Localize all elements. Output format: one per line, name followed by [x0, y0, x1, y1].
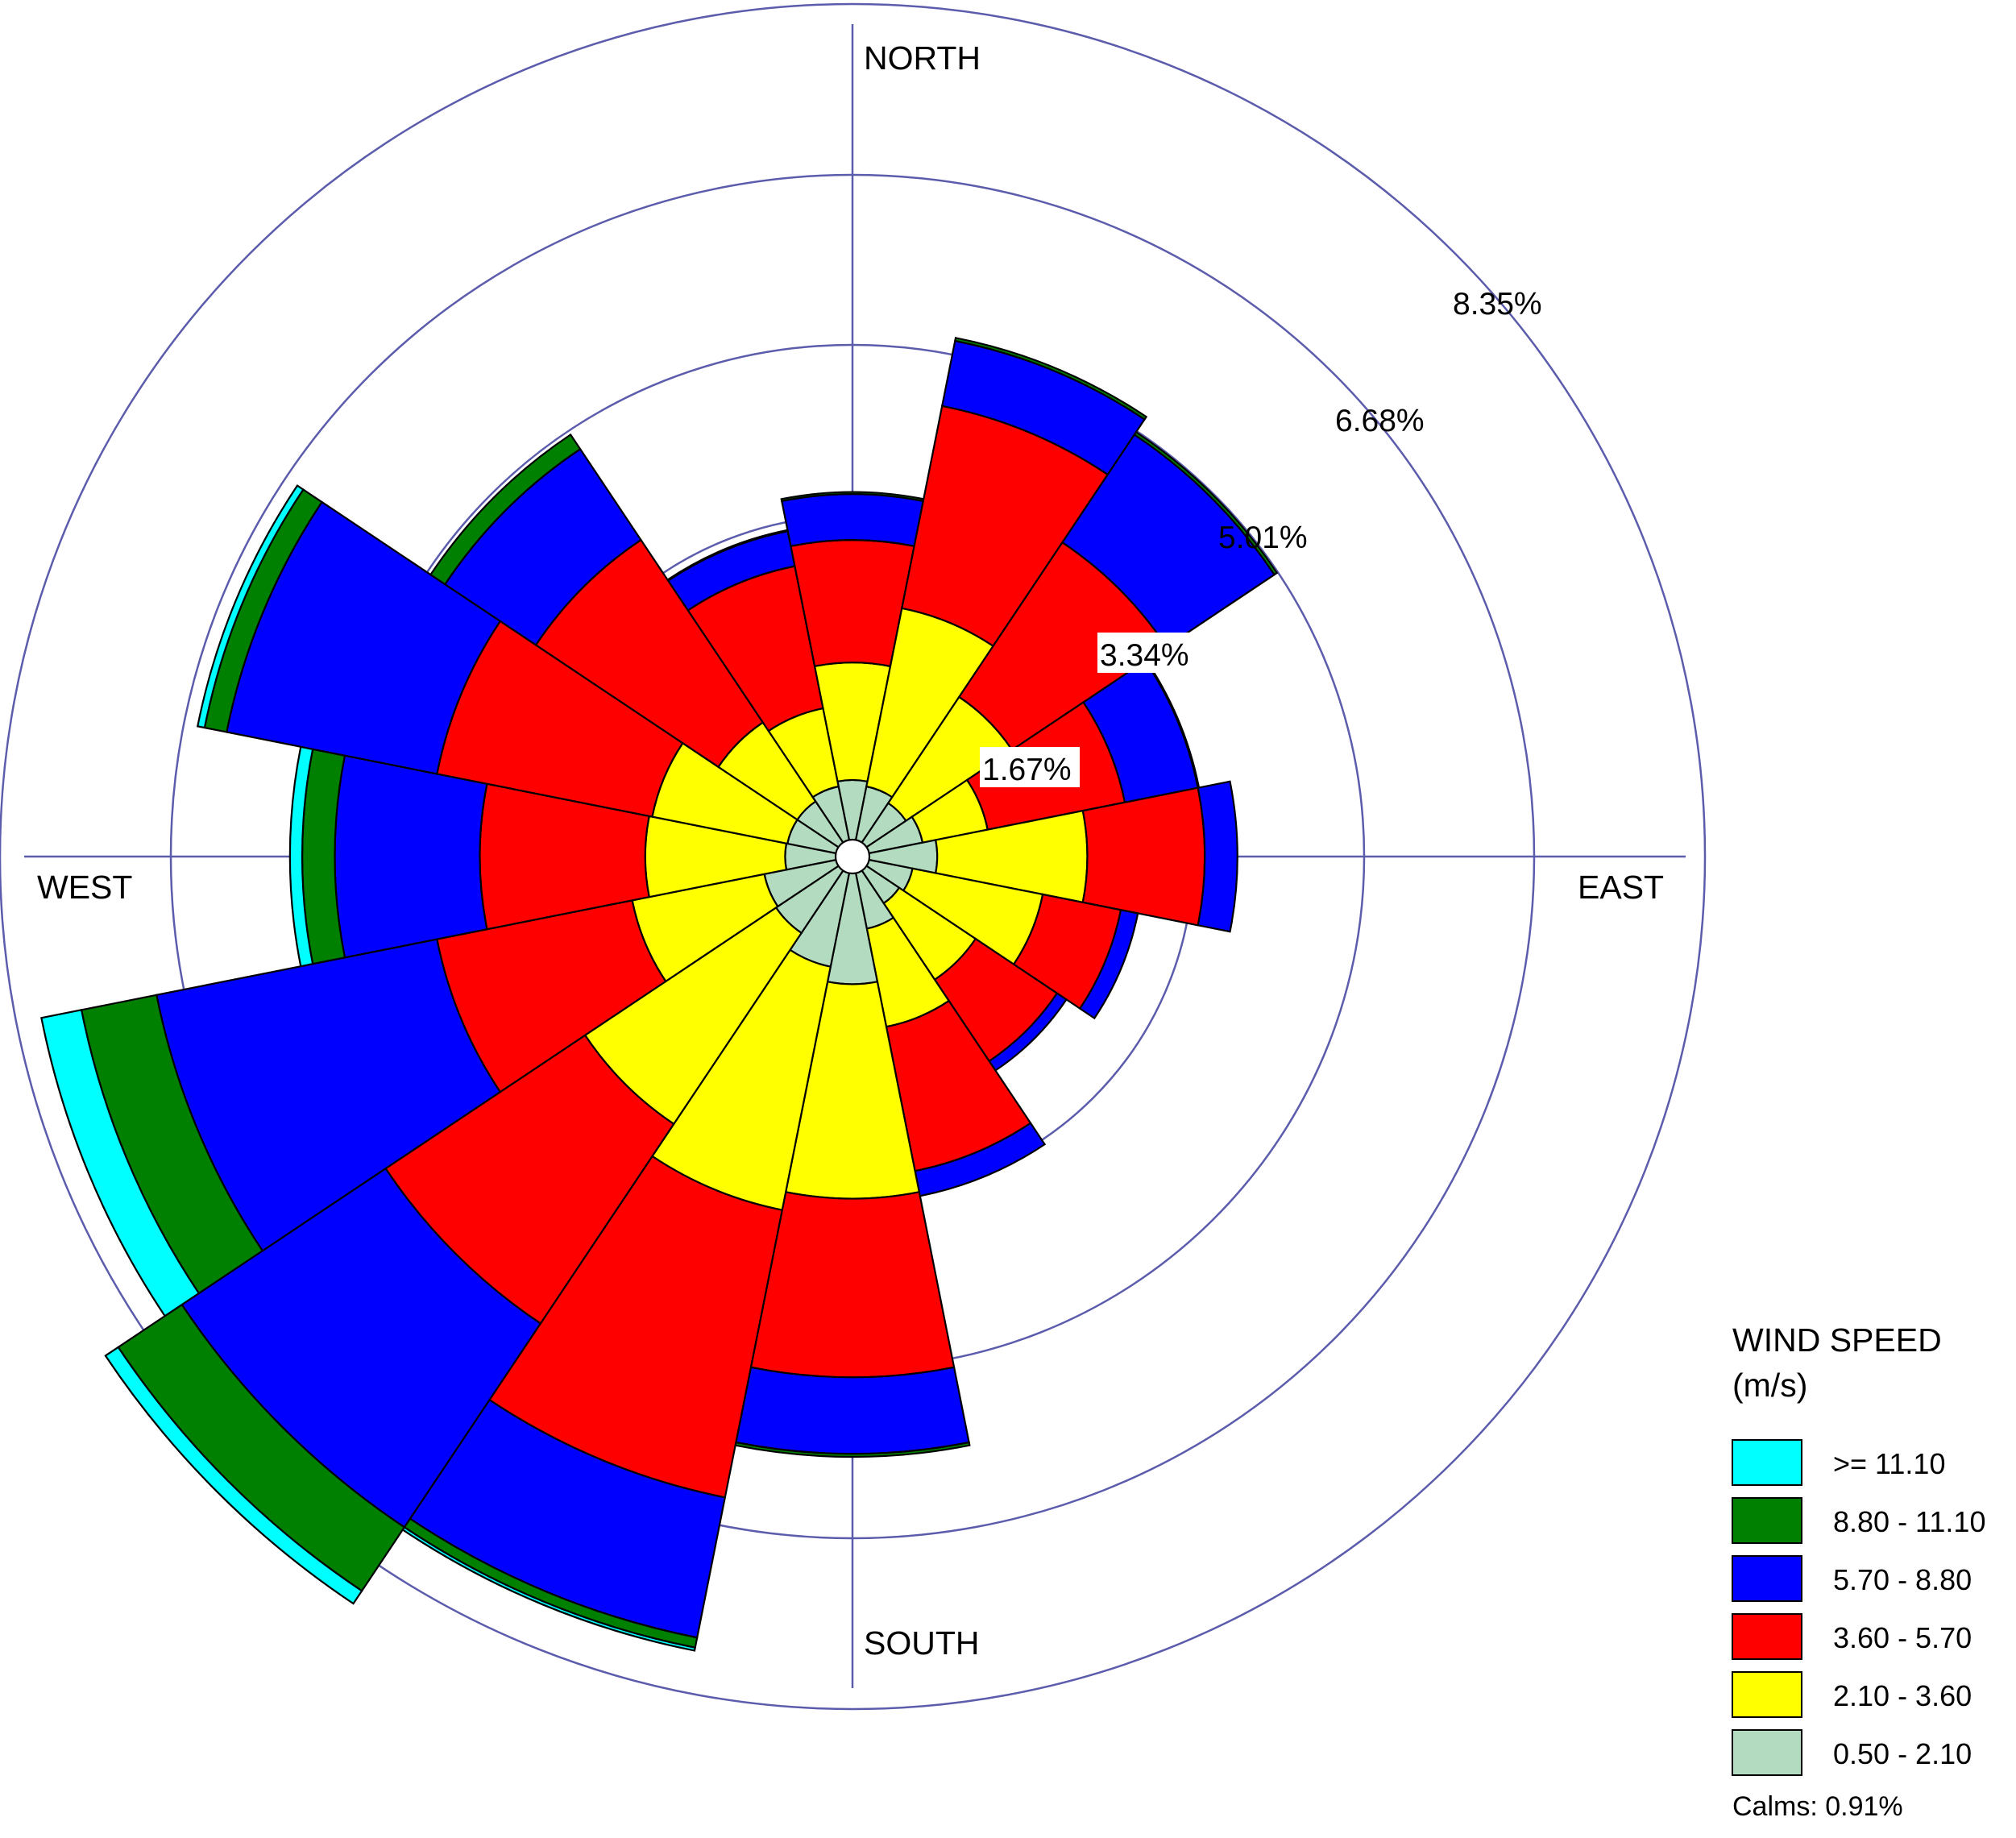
legend-items: >= 11.10 8.80 - 11.10 5.70 - 8.80 3.60 - 5.…	[1732, 1440, 1985, 1775]
ring-label-3: 5.01%	[1218, 521, 1308, 555]
sector-n-bin-4	[782, 494, 923, 546]
legend-label-1: 0.50 - 2.10	[1833, 1737, 1972, 1770]
legend: WIND SPEED (m/s) >= 11.10 8.80 - 11.10 5.7…	[1732, 1321, 1985, 1822]
ring-label-5: 8.35%	[1453, 287, 1542, 322]
legend-unit: (m/s)	[1732, 1367, 1807, 1404]
compass-east-label: EAST	[1578, 869, 1664, 906]
sector-s-bin-4	[736, 1367, 969, 1454]
legend-swatch-2	[1732, 1672, 1802, 1717]
calm-center-circle	[836, 840, 869, 873]
legend-label-4: 5.70 - 8.80	[1833, 1563, 1972, 1596]
compass-north-label: NORTH	[864, 39, 981, 77]
legend-swatch-3	[1732, 1614, 1802, 1659]
legend-swatch-5	[1732, 1498, 1802, 1543]
legend-swatch-6	[1732, 1440, 1802, 1485]
sector-w-bin-4	[335, 756, 487, 958]
ring-label-2: 3.34%	[1100, 638, 1189, 673]
compass-south-label: SOUTH	[864, 1624, 980, 1662]
legend-title: WIND SPEED	[1732, 1321, 1942, 1359]
legend-label-3: 3.60 - 5.70	[1833, 1621, 1972, 1654]
ring-label-1: 1.67%	[982, 753, 1072, 787]
wind-sectors	[41, 338, 1276, 1650]
legend-swatch-4	[1732, 1556, 1802, 1601]
legend-swatch-1	[1732, 1730, 1802, 1775]
legend-label-2: 2.10 - 3.60	[1833, 1679, 1972, 1712]
ring-label-4: 6.68%	[1335, 404, 1425, 438]
compass-west-label: WEST	[37, 869, 132, 906]
sector-e-bin-3	[1083, 788, 1205, 926]
sector-s-bin-3	[751, 1192, 954, 1377]
legend-label-5: 8.80 - 11.10	[1833, 1505, 1985, 1538]
legend-label-6: >= 11.10	[1833, 1447, 1945, 1480]
calms-label: Calms: 0.91%	[1732, 1791, 1903, 1822]
